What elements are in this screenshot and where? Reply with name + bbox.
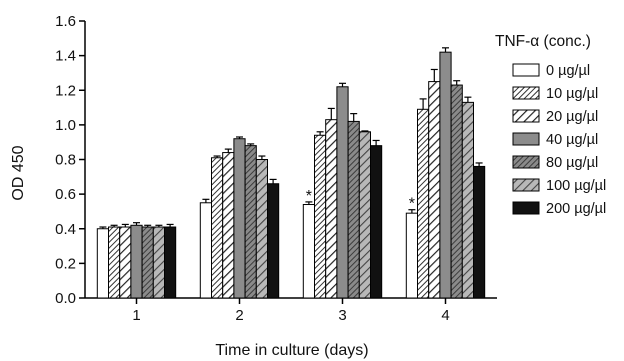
legend: TNF-α (conc.) 0 µg/µl 10 µg/µl 20 µg/µl 40 … [495, 33, 606, 217]
legend-label: 10 µg/µl [546, 86, 598, 102]
x-tick-label: 2 [235, 307, 243, 324]
x-tick-label: 4 [441, 307, 449, 324]
bar [473, 165, 486, 299]
bar [267, 183, 280, 299]
y-tick-label: 0.2 [55, 255, 76, 272]
legend-swatch [512, 63, 540, 77]
legend-swatch [512, 155, 540, 169]
bar [255, 159, 268, 299]
y-tick-label: 0.4 [55, 221, 76, 238]
y-axis-title: OD 450 [10, 145, 27, 200]
bar [233, 138, 246, 299]
y-tick-label: 1.2 [55, 82, 76, 99]
bar [222, 152, 235, 299]
annotations: * * [306, 188, 415, 213]
legend-label: 0 µg/µl [546, 63, 590, 79]
bar [428, 81, 441, 299]
bar [405, 212, 418, 299]
bar [108, 226, 121, 299]
legend-swatch [512, 86, 540, 100]
x-axis-title: Time in culture (days) [215, 342, 368, 359]
legend-label: 100 µg/µl [546, 178, 606, 194]
y-tick-label: 0.6 [55, 186, 76, 203]
legend-title: TNF-α (conc.) [495, 33, 591, 50]
legend-swatch [512, 178, 540, 192]
y-tick-label: 1.4 [55, 48, 76, 65]
legend-label: 40 µg/µl [546, 132, 598, 148]
x-tick-label: 3 [338, 307, 346, 324]
bar [450, 84, 463, 299]
bar [370, 145, 383, 299]
bar [96, 228, 110, 299]
significance-marker: * [409, 196, 415, 213]
bar [244, 145, 257, 299]
bar [152, 226, 166, 299]
y-axis: 0.0 0.2 0.4 0.6 0.8 1.0 1.2 1.4 1.6 [55, 13, 86, 307]
bars [96, 47, 486, 299]
legend-swatch [512, 201, 540, 215]
y-tick-label: 0.0 [55, 290, 76, 307]
bar [164, 226, 177, 299]
bar [302, 204, 315, 299]
bar [461, 101, 474, 299]
legend-label: 80 µg/µl [546, 155, 598, 171]
bar [314, 134, 327, 299]
legend-label: 200 µg/µl [546, 201, 606, 217]
y-tick-label: 0.8 [55, 152, 76, 169]
legend-swatch [512, 132, 540, 146]
bar [439, 51, 452, 299]
legend-label: 20 µg/µl [546, 109, 598, 125]
bar [141, 226, 154, 299]
bar [358, 131, 371, 299]
bar [211, 157, 224, 299]
x-tick-label: 1 [132, 307, 140, 324]
bar [417, 108, 430, 299]
legend-swatch [512, 109, 540, 123]
bar [130, 224, 143, 299]
significance-marker: * [306, 188, 312, 205]
bar [199, 202, 213, 299]
bar [347, 120, 360, 299]
y-tick-label: 1.0 [55, 117, 76, 134]
bar [336, 86, 349, 299]
bar [119, 226, 132, 299]
bar [325, 119, 338, 299]
y-tick-label: 1.6 [55, 13, 76, 30]
x-axis: 1 2 3 4 [85, 297, 497, 324]
